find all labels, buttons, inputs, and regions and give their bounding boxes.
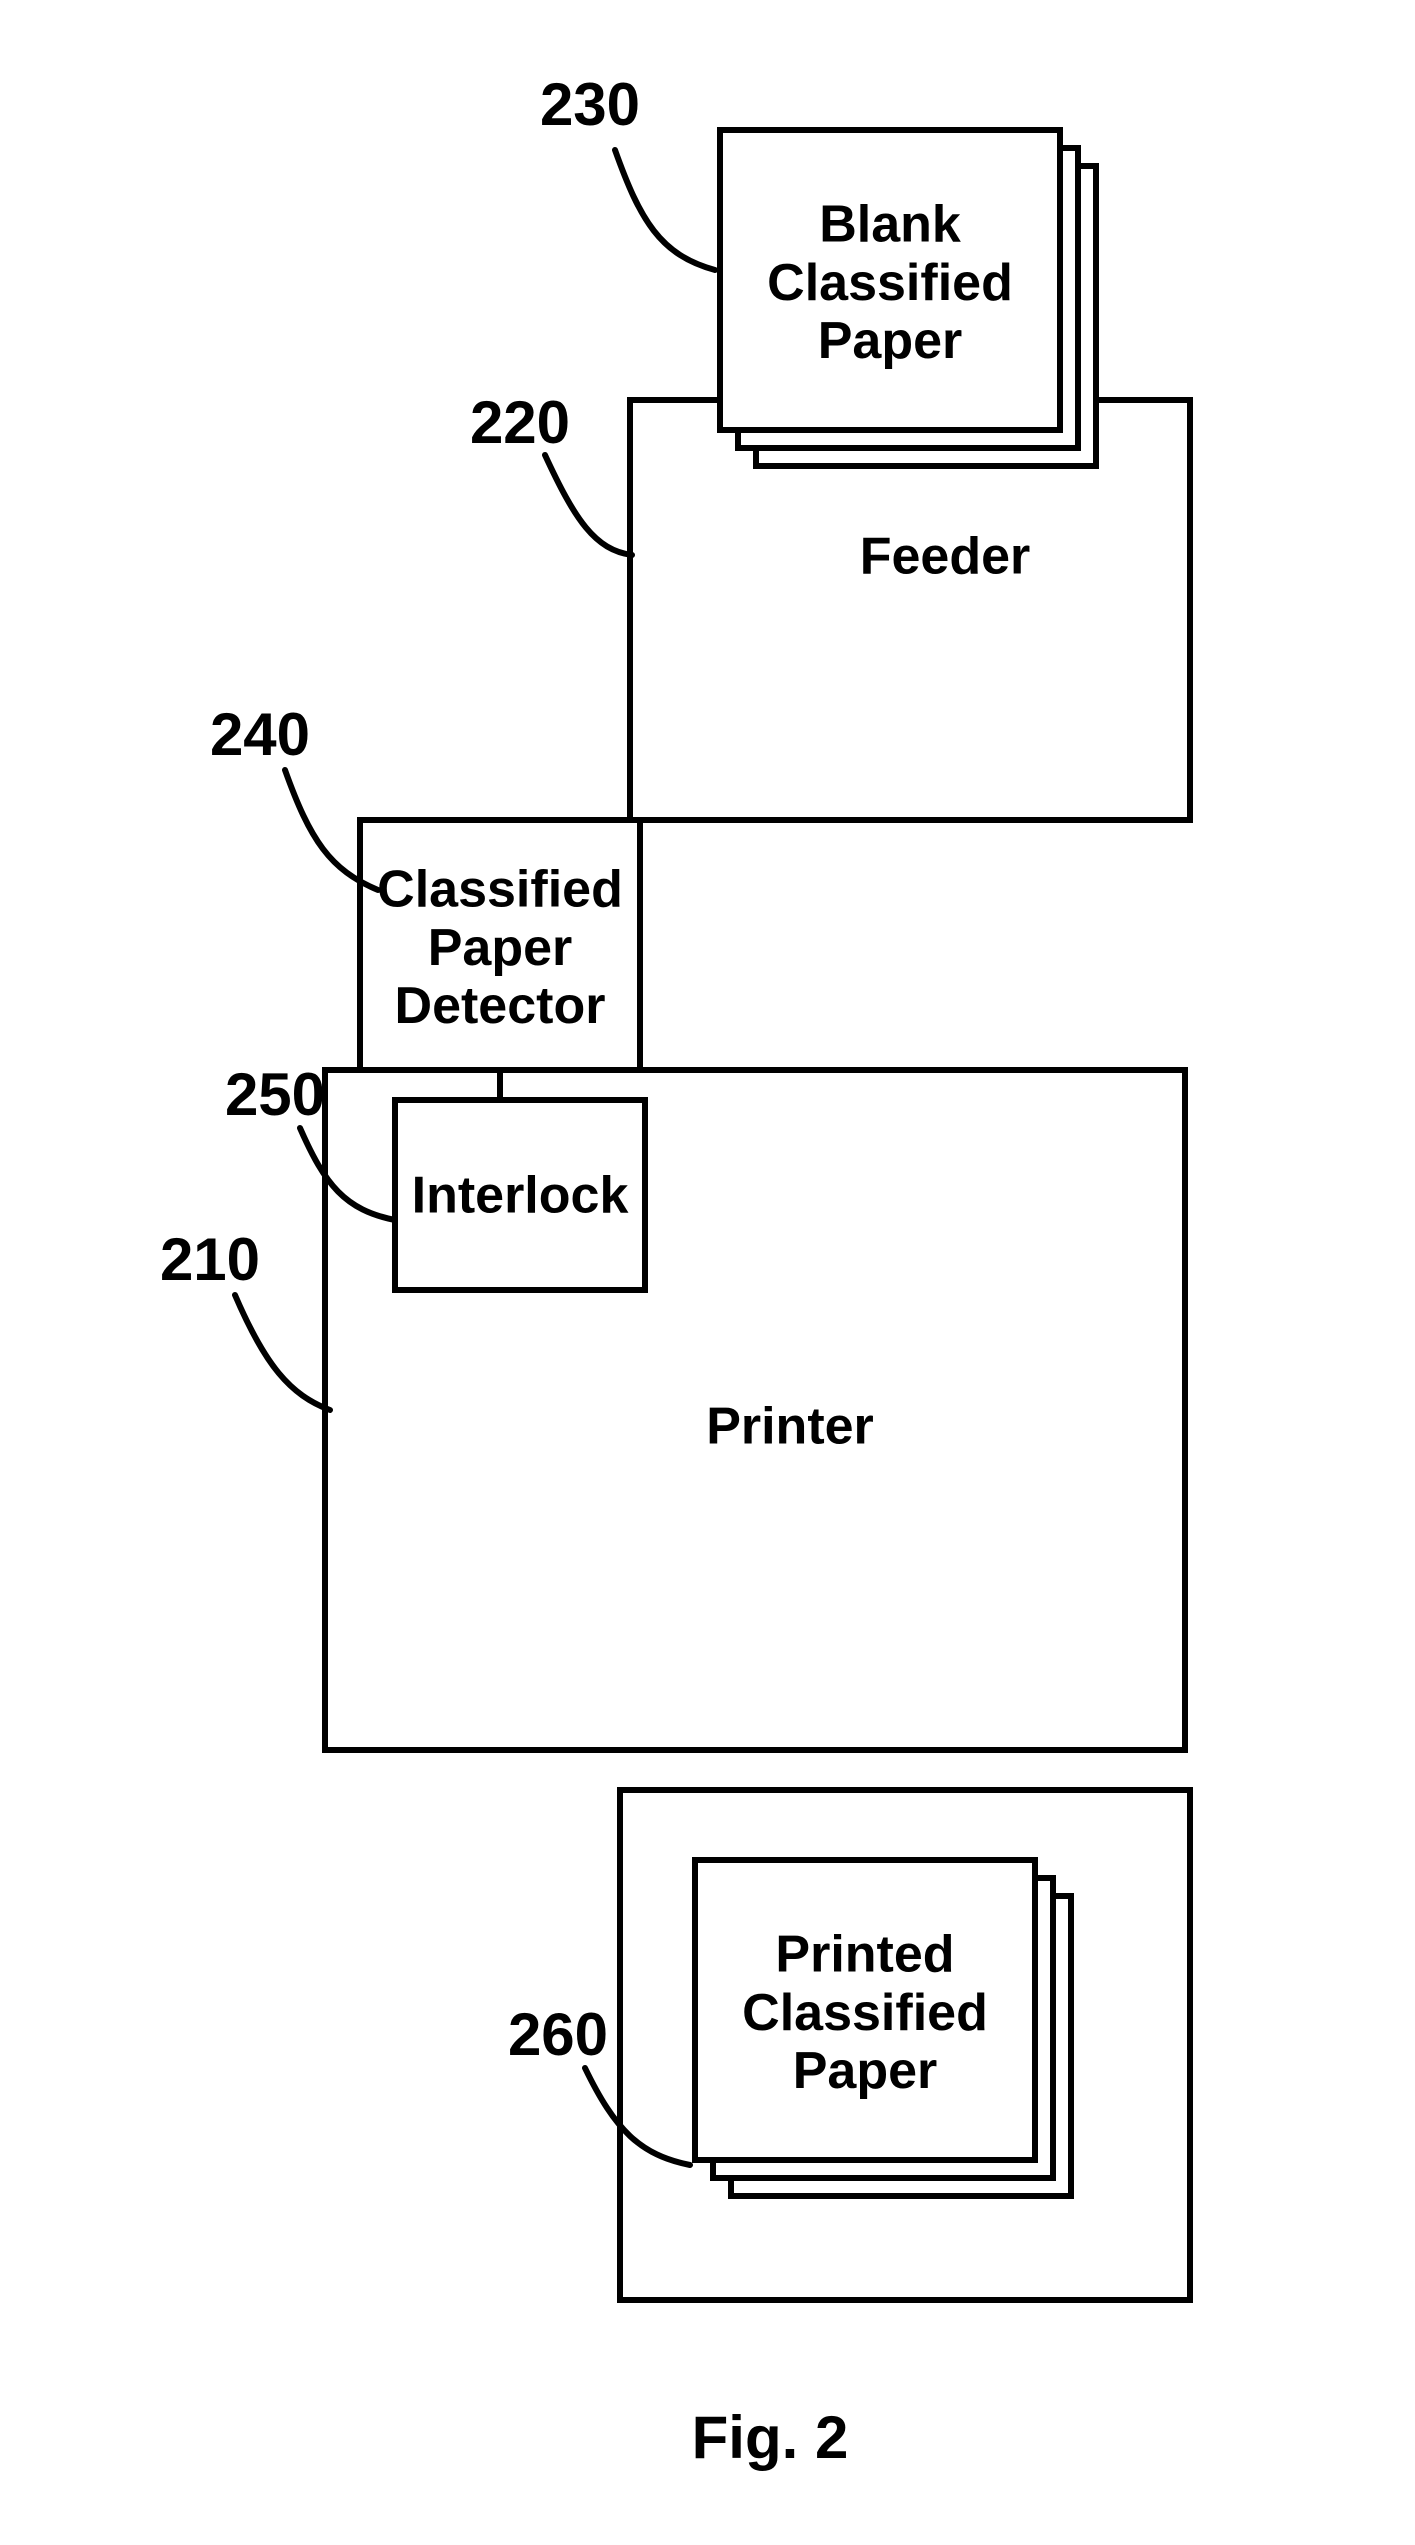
ref-230-leader	[615, 150, 715, 270]
printed-paper-label: Classified	[742, 1984, 988, 2042]
ref-220-label: 220	[470, 389, 570, 456]
ref-220-leader	[545, 455, 632, 555]
feeder-label: Feeder	[860, 528, 1031, 586]
ref-230-label: 230	[540, 71, 640, 138]
ref-240-label: 240	[210, 701, 310, 768]
printed-paper-label: Paper	[793, 2042, 938, 2100]
detector-label: Detector	[395, 977, 606, 1035]
figure-caption: Fig. 2	[692, 2404, 849, 2471]
printer-label: Printer	[706, 1398, 874, 1456]
blank-paper-label: Classified	[767, 254, 1013, 312]
detector-label: Paper	[428, 919, 573, 977]
printed-paper-label: Printed	[775, 1926, 954, 1984]
blank-paper-label: Blank	[819, 196, 961, 254]
ref-250-label: 250	[225, 1061, 325, 1128]
ref-210-leader	[235, 1295, 330, 1410]
detector-label: Classified	[377, 861, 623, 919]
interlock-label: Interlock	[412, 1167, 629, 1225]
ref-260-label: 260	[508, 2001, 608, 2068]
ref-210-label: 210	[160, 1226, 260, 1293]
blank-paper-label: Paper	[818, 312, 963, 370]
